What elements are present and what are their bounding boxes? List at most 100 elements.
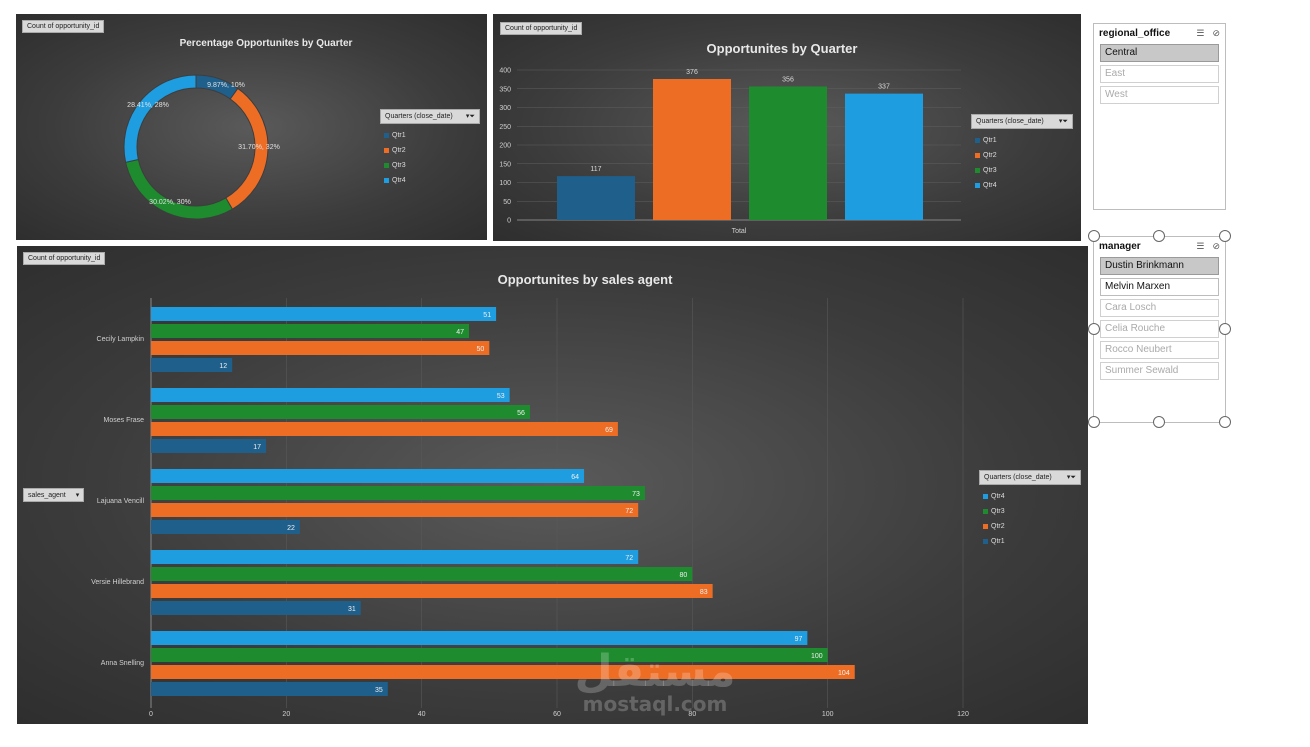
category-label: Lajuana Vencill	[97, 498, 145, 505]
row-field-label: sales_agent	[28, 491, 66, 499]
legend-item-qtr2: Qtr2	[983, 523, 1081, 530]
legend-item-qtr3: Qtr3	[384, 162, 480, 169]
regional-office-slicer: regional_office ☰ ⊘ Central East West	[1093, 23, 1226, 210]
donut-data-label: 30.02%, 30%	[149, 199, 191, 206]
bar-qtr1	[557, 176, 635, 220]
legend-item-qtr2: Qtr2	[975, 152, 1073, 159]
bar-data-label: 356	[782, 77, 794, 84]
legend-swatch	[384, 163, 389, 168]
donut-data-label: 28.41%, 28%	[127, 102, 169, 109]
legend-header-label: Quarters (close_date)	[976, 118, 1044, 125]
hbar-data-label: 69	[605, 427, 613, 434]
slicer-item-celia-rouche[interactable]: Celia Rouche	[1100, 320, 1219, 338]
value-field-button[interactable]: Count of opportunity_id	[22, 20, 105, 33]
hbar-qtr1	[151, 358, 233, 372]
slicer-item-summer-sewald[interactable]: Summer Sewald	[1100, 362, 1219, 380]
y-tick-label: 150	[499, 161, 511, 168]
row-field-button[interactable]: sales_agent ▾	[23, 488, 85, 502]
hbar-data-label: 35	[375, 687, 383, 694]
slicer-item-east[interactable]: East	[1100, 65, 1219, 83]
legend-label: Qtr1	[991, 538, 1005, 545]
legend-item-qtr4: Qtr4	[983, 493, 1081, 500]
resize-handle-top-right[interactable]	[1219, 230, 1231, 242]
legend-header-label: Quarters (close_date)	[984, 474, 1052, 481]
legend-swatch	[384, 148, 389, 153]
resize-handle-top-center[interactable]	[1153, 230, 1165, 242]
resize-handle-top-left[interactable]	[1088, 230, 1100, 242]
donut-slice-qtr3	[125, 158, 234, 220]
legend-label: Qtr2	[392, 147, 406, 154]
x-tick-label: 80	[688, 711, 696, 718]
legend-label: Qtr1	[983, 137, 997, 144]
clear-filter-icon[interactable]: ⊘	[1212, 241, 1220, 251]
hbar-qtr4	[151, 388, 510, 402]
legend-item-qtr1: Qtr1	[983, 538, 1081, 545]
donut-data-label: 9.87%, 10%	[207, 82, 245, 89]
slicer-item-central[interactable]: Central	[1100, 44, 1219, 62]
resize-handle-bottom-left[interactable]	[1088, 416, 1100, 428]
hbar-qtr1	[151, 520, 300, 534]
donut-chart-panel: Count of opportunity_id Percentage Oppor…	[16, 14, 487, 240]
hbar-data-label: 22	[287, 525, 295, 532]
resize-handle-bottom-right[interactable]	[1219, 416, 1231, 428]
x-tick-label: 120	[957, 711, 969, 718]
x-tick-label: 20	[282, 711, 290, 718]
multi-select-icon[interactable]: ☰	[1196, 241, 1205, 251]
hbar-qtr3	[151, 648, 828, 662]
hbar-data-label: 51	[483, 312, 491, 319]
hbar-data-label: 80	[680, 572, 688, 579]
legend-swatch	[983, 494, 988, 499]
multi-select-icon[interactable]: ☰	[1196, 28, 1205, 38]
manager-slicer: manager ☰ ⊘ Dustin Brinkmann Melvin Marxe…	[1093, 236, 1226, 423]
legend-swatch	[983, 509, 988, 514]
filter-icon: ▾⏷	[1058, 118, 1068, 125]
resize-handle-bottom-center[interactable]	[1153, 416, 1165, 428]
category-label: Cecily Lampkin	[97, 336, 145, 343]
slicer-item-cara-losch[interactable]: Cara Losch	[1100, 299, 1219, 317]
bar-data-label: 376	[686, 69, 698, 76]
slicer-items: Central East West	[1094, 44, 1225, 104]
hbar-qtr3	[151, 567, 693, 581]
resize-handle-middle-right[interactable]	[1219, 323, 1231, 335]
legend-label: Qtr3	[991, 508, 1005, 515]
legend-swatch	[983, 524, 988, 529]
bar-chart-title: Opportunites by Quarter	[706, 41, 858, 56]
bar-legend: Quarters (close_date) ▾⏷ Qtr1 Qtr2 Qtr3 …	[971, 114, 1073, 189]
bar-qtr4	[845, 93, 923, 220]
resize-handle-middle-left[interactable]	[1088, 323, 1100, 335]
legend-label: Qtr4	[983, 182, 997, 189]
legend-filter-button[interactable]: Quarters (close_date) ▾⏷	[971, 114, 1073, 129]
legend-item-qtr1: Qtr1	[384, 132, 480, 139]
hbar-data-label: 64	[571, 474, 579, 481]
hbar-data-label: 104	[838, 670, 850, 677]
legend-header-label: Quarters (close_date)	[385, 113, 453, 120]
slicer-title: regional_office	[1099, 28, 1171, 39]
slicer-item-west[interactable]: West	[1100, 86, 1219, 104]
agent-chart-panel: Count of opportunity_id Opportunites by …	[17, 246, 1088, 724]
y-tick-label: 0	[507, 218, 511, 225]
y-tick-label: 50	[503, 199, 511, 206]
agent-legend: Quarters (close_date) ▾⏷ Qtr4 Qtr3 Qtr2 …	[979, 470, 1081, 545]
hbar-qtr3	[151, 324, 470, 338]
hbar-data-label: 100	[811, 653, 823, 660]
slicer-item-dustin-brinkmann[interactable]: Dustin Brinkmann	[1100, 257, 1219, 275]
x-tick-label: 40	[418, 711, 426, 718]
value-field-button[interactable]: Count of opportunity_id	[23, 252, 106, 265]
bar-chart: 0 50 100 150 200 250 300 350 400 117 376 356 337 Tota…	[499, 68, 961, 235]
value-field-button[interactable]: Count of opportunity_id	[500, 22, 583, 35]
hbar-data-label: 50	[477, 346, 485, 353]
clear-filter-icon[interactable]: ⊘	[1212, 28, 1220, 38]
hbar-data-label: 31	[348, 606, 356, 613]
hbar-qtr4	[151, 550, 639, 564]
legend-swatch	[975, 168, 980, 173]
legend-filter-button[interactable]: Quarters (close_date) ▾⏷	[380, 109, 480, 124]
donut-legend: Quarters (close_date) ▾⏷ Qtr1 Qtr2 Qtr3 …	[380, 109, 480, 184]
legend-label: Qtr2	[991, 523, 1005, 530]
hbar-qtr4	[151, 631, 808, 645]
slicer-item-rocco-neubert[interactable]: Rocco Neubert	[1100, 341, 1219, 359]
hbar-qtr2	[151, 665, 855, 679]
bar-data-label: 117	[590, 166, 601, 173]
slicer-item-melvin-marxen[interactable]: Melvin Marxen	[1100, 278, 1219, 296]
bar-qtr2	[653, 79, 731, 220]
legend-filter-button[interactable]: Quarters (close_date) ▾⏷	[979, 470, 1081, 485]
